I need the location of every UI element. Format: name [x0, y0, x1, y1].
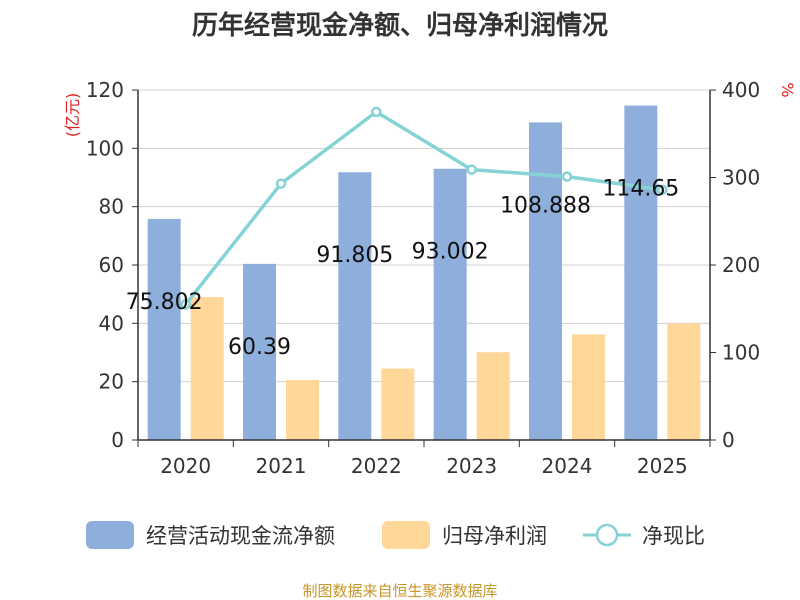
data-label: 60.39: [228, 335, 291, 360]
data-label: 93.002: [412, 240, 489, 265]
left-axis-tick: 60: [99, 253, 124, 277]
left-axis-tick: 20: [99, 370, 124, 394]
chart-title: 历年经营现金净额、归母净利润情况: [192, 10, 608, 41]
legend: 经营活动现金流净额 归母净利润 净现比: [86, 521, 705, 549]
data-label: 108.888: [500, 193, 591, 218]
data-label: 114.65: [602, 177, 679, 202]
legend-swatch-operating-cash-flow: [86, 521, 134, 549]
bar-operating-cash-flow: [433, 168, 467, 440]
x-axis-tick-label: 2022: [351, 454, 402, 478]
left-axis-tick: 80: [99, 195, 124, 219]
legend-label-net-profit: 归母净利润: [442, 524, 547, 548]
source-note: 制图数据来自恒生聚源数据库: [302, 582, 497, 600]
bar-net-profit: [381, 368, 415, 440]
x-axis-tick-label: 2020: [160, 454, 211, 478]
bar-net-profit: [667, 323, 701, 440]
right-axis-tick: 0: [722, 428, 735, 452]
data-label: 91.805: [316, 243, 393, 268]
line-point: [371, 106, 382, 118]
bar-net-profit: [190, 297, 224, 440]
right-axis-tick: 100: [722, 341, 760, 365]
x-axis-tick-label: 2023: [446, 454, 497, 478]
x-axis-tick-label: 2025: [637, 454, 688, 478]
line-point: [180, 299, 191, 310]
left-axis-tick: 40: [99, 311, 124, 335]
left-axis-unit: (亿元): [63, 93, 82, 138]
x-axis-tick-label: 2024: [542, 454, 593, 478]
x-axis-tick-label: 2021: [256, 454, 307, 478]
bar-net-profit: [476, 352, 510, 440]
bar-operating-cash-flow: [243, 263, 276, 440]
left-axis-tick: 120: [86, 78, 124, 102]
data-label: 75.802: [126, 290, 203, 315]
bar-operating-cash-flow: [624, 105, 658, 441]
legend-marker-cash-ratio: [595, 523, 619, 547]
gridlines: [138, 89, 710, 441]
right-axis-tick: 400: [722, 78, 760, 102]
right-axis-unit: %: [778, 82, 797, 97]
bar-operating-cash-flow: [147, 218, 181, 440]
bar-operating-cash-flow: [338, 172, 372, 440]
right-axis-tick: 300: [722, 166, 760, 190]
left-axis-tick: 0: [111, 428, 124, 452]
bar-operating-cash-flow: [529, 122, 562, 440]
line-point: [657, 184, 668, 195]
line-point: [466, 164, 477, 175]
left-axis-tick: 100: [86, 136, 124, 160]
legend-swatch-net-profit: [382, 521, 430, 549]
legend-label-operating-cash-flow: 经营活动现金流净额: [146, 524, 335, 548]
bar-net-profit: [286, 379, 319, 440]
legend-label-cash-ratio: 净现比: [642, 524, 705, 548]
line-point: [561, 171, 573, 182]
bar-net-profit: [572, 334, 605, 440]
right-axis-tick: 200: [722, 253, 760, 277]
line-point: [275, 178, 287, 189]
line-cash-ratio: [184, 109, 663, 306]
